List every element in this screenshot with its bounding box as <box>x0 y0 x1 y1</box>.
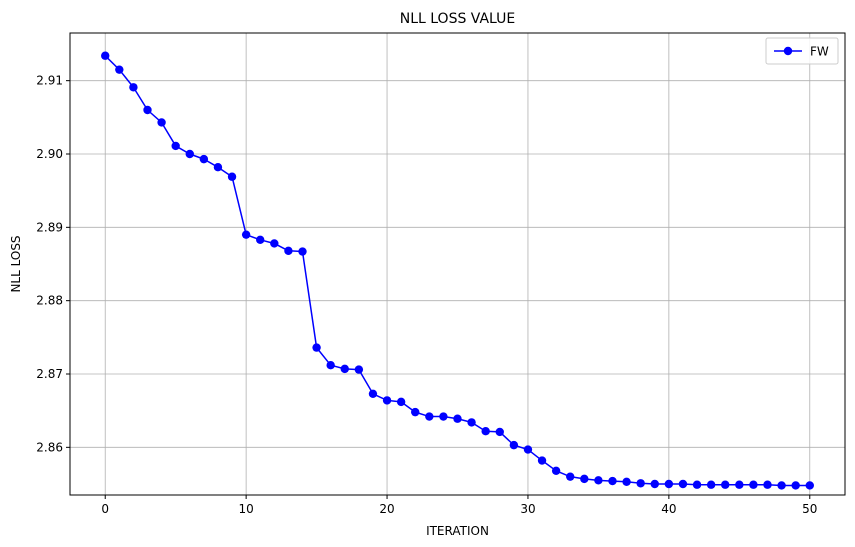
grid <box>70 33 845 495</box>
data-point <box>453 414 462 423</box>
x-tick-label: 30 <box>520 502 535 516</box>
legend-marker-fw <box>783 46 793 56</box>
data-point <box>340 364 349 374</box>
legend: FW <box>765 37 839 65</box>
x-tick-label: 10 <box>238 502 253 516</box>
data-point <box>382 396 392 405</box>
y-axis-ticks: 2.86 2.87 2.88 2.89 2.90 2.91 <box>36 74 70 454</box>
legend-label-fw: FW <box>810 45 829 59</box>
data-point <box>368 389 378 398</box>
data-point <box>749 480 758 489</box>
data-point <box>425 412 434 421</box>
data-point <box>551 466 561 475</box>
data-point <box>467 418 476 427</box>
x-tick-label: 0 <box>101 502 109 516</box>
data-point <box>495 427 504 437</box>
data-point <box>129 83 138 92</box>
y-tick-label: 2.90 <box>36 147 63 161</box>
data-point <box>805 481 814 490</box>
x-tick-label: 20 <box>379 502 394 516</box>
y-tick-label: 2.87 <box>36 367 63 381</box>
data-point <box>270 239 279 248</box>
data-point <box>678 479 688 489</box>
data-point <box>566 472 575 481</box>
data-point <box>326 361 335 370</box>
data-point <box>256 235 265 244</box>
data-point <box>312 343 321 352</box>
data-point <box>171 141 180 151</box>
data-point <box>664 479 674 489</box>
y-tick-label: 2.88 <box>36 294 63 308</box>
x-axis-label: ITERATION <box>426 524 489 538</box>
data-point <box>777 481 786 490</box>
data-point <box>298 247 307 256</box>
data-point <box>622 477 631 486</box>
data-point <box>157 118 166 127</box>
data-point <box>101 51 110 60</box>
data-point <box>481 427 490 436</box>
x-tick-label: 50 <box>802 502 817 516</box>
plot-area-frame <box>69 32 846 496</box>
data-point <box>185 149 194 159</box>
series-fw <box>101 51 814 490</box>
data-point <box>439 412 448 421</box>
data-point <box>791 481 800 490</box>
data-point <box>143 105 152 115</box>
y-tick-label: 2.91 <box>36 74 63 88</box>
y-tick-label: 2.89 <box>36 220 63 234</box>
data-point <box>509 440 519 450</box>
data-point <box>241 230 251 239</box>
chart-title: NLL LOSS VALUE <box>400 11 516 27</box>
y-tick-label: 2.86 <box>36 440 63 454</box>
data-point <box>721 480 730 489</box>
data-point <box>735 480 744 489</box>
data-point <box>580 474 589 484</box>
data-point <box>650 479 659 489</box>
data-point <box>706 480 716 489</box>
data-point <box>396 397 406 407</box>
data-point <box>608 476 617 486</box>
data-point <box>199 154 209 164</box>
data-point <box>692 480 702 489</box>
data-point <box>523 445 533 454</box>
data-point <box>227 172 237 181</box>
data-point <box>284 246 293 255</box>
data-point <box>636 479 645 488</box>
data-point <box>115 65 124 74</box>
data-point <box>411 407 420 417</box>
data-point <box>594 476 603 485</box>
x-tick-label: 40 <box>661 502 676 516</box>
data-point <box>354 365 364 374</box>
data-point <box>763 480 772 489</box>
data-point <box>213 163 223 172</box>
y-axis-label: NLL LOSS <box>9 235 23 292</box>
x-axis-ticks: 0 10 20 30 40 50 <box>101 495 817 516</box>
data-point <box>537 456 547 465</box>
